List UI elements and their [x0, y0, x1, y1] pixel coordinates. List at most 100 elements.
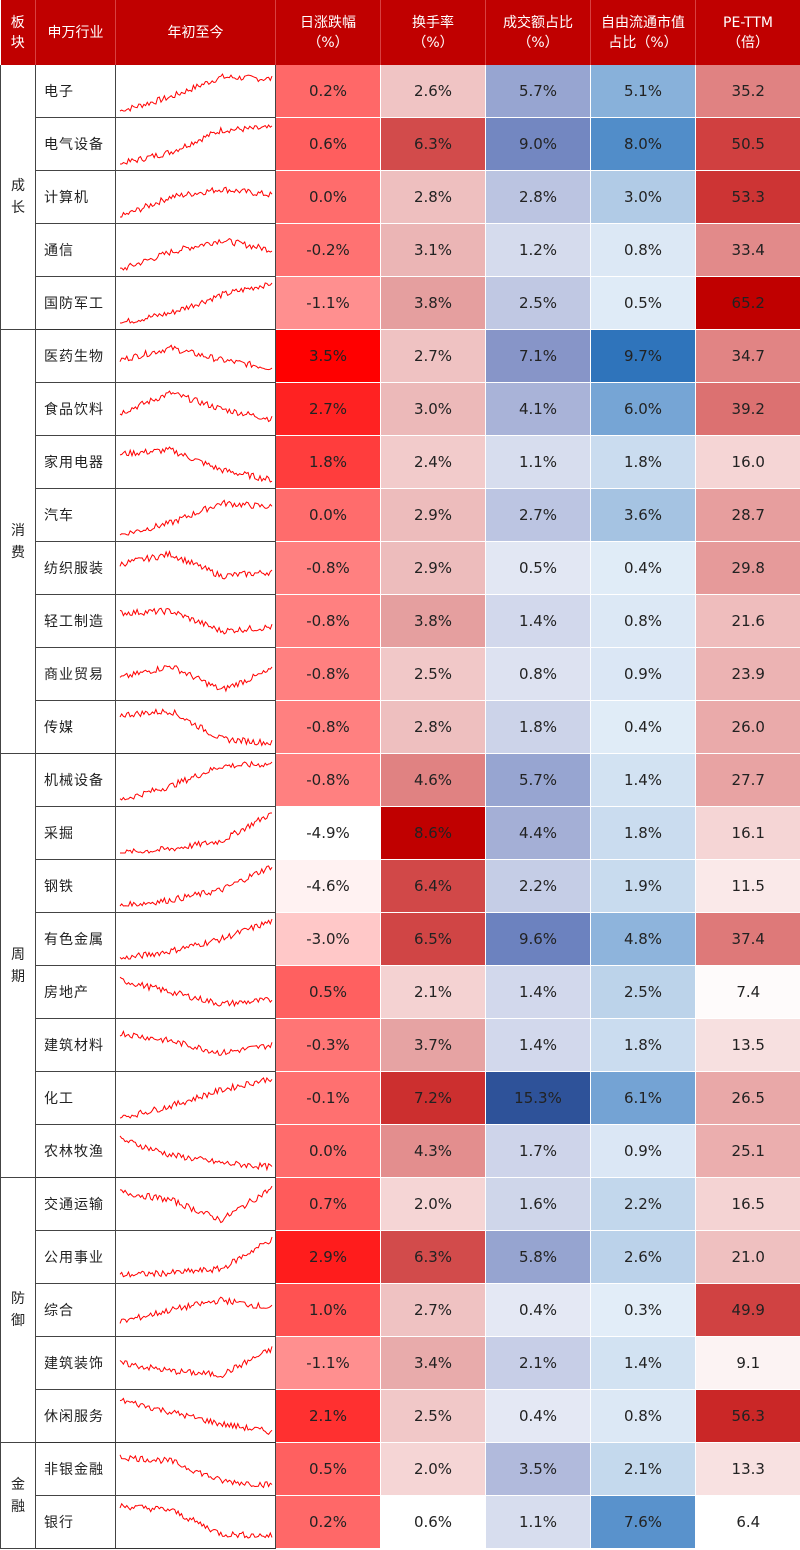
table-row: 建筑材料 -0.3% 3.7% 1.4% 1.8% 13.5	[1, 1018, 800, 1072]
ytd-sparkline	[115, 1124, 276, 1178]
industry-name: 建筑材料	[35, 1018, 116, 1072]
volume-share-cell: 1.1%	[485, 435, 591, 489]
industry-name: 家用电器	[35, 435, 116, 489]
sparkline-line	[119, 1296, 273, 1324]
daily-change-cell: 2.1%	[275, 1389, 381, 1443]
turnover-cell: 3.8%	[380, 276, 486, 330]
industry-name: 国防军工	[35, 276, 116, 330]
pe-ttm-cell: 9.1	[695, 1336, 800, 1390]
daily-change-cell: -0.8%	[275, 700, 381, 754]
sparkline-line	[119, 918, 273, 960]
pe-ttm-cell: 16.0	[695, 435, 800, 489]
ytd-sparkline	[115, 912, 276, 966]
turnover-cell: 6.3%	[380, 1230, 486, 1284]
pe-ttm-cell: 34.7	[695, 329, 800, 383]
float-cap-share-cell: 1.4%	[590, 1336, 696, 1390]
pe-ttm-cell: 16.1	[695, 806, 800, 860]
table-row: 化工 -0.1% 7.2% 15.3% 6.1% 26.5	[1, 1071, 800, 1125]
volume-share-cell: 0.5%	[485, 541, 591, 595]
ytd-sparkline	[115, 1071, 276, 1125]
header-float-cap-share: 自由流通市值 占比（%）	[590, 0, 696, 65]
float-cap-share-cell: 9.7%	[590, 329, 696, 383]
table-row: 综合 1.0% 2.7% 0.4% 0.3% 49.9	[1, 1283, 800, 1337]
daily-change-cell: 0.5%	[275, 1442, 381, 1496]
turnover-cell: 3.4%	[380, 1336, 486, 1390]
sparkline-line	[119, 73, 273, 112]
pe-ttm-cell: 26.5	[695, 1071, 800, 1125]
table-row: 纺织服装 -0.8% 2.9% 0.5% 0.4% 29.8	[1, 541, 800, 595]
sparkline-svg	[119, 865, 273, 908]
sparkline-line	[119, 1346, 273, 1379]
industry-name: 食品饮料	[35, 382, 116, 436]
float-cap-share-cell: 5.1%	[590, 65, 696, 118]
industry-name: 休闲服务	[35, 1389, 116, 1443]
float-cap-share-cell: 0.4%	[590, 700, 696, 754]
float-cap-share-cell: 0.4%	[590, 541, 696, 595]
turnover-cell: 4.3%	[380, 1124, 486, 1178]
pe-ttm-cell: 49.9	[695, 1283, 800, 1337]
ytd-sparkline	[115, 859, 276, 913]
sparkline-svg	[119, 1397, 273, 1435]
volume-share-cell: 15.3%	[485, 1071, 591, 1125]
float-cap-share-cell: 0.8%	[590, 223, 696, 277]
sparkline-svg	[119, 1502, 273, 1539]
industry-name: 医药生物	[35, 329, 116, 383]
turnover-cell: 0.6%	[380, 1495, 486, 1549]
turnover-cell: 2.7%	[380, 1283, 486, 1337]
ytd-sparkline	[115, 65, 276, 118]
daily-change-cell: -4.6%	[275, 859, 381, 913]
turnover-cell: 2.0%	[380, 1177, 486, 1231]
industry-name: 电气设备	[35, 117, 116, 171]
table-row: 建筑装饰 -1.1% 3.4% 2.1% 1.4% 9.1	[1, 1336, 800, 1390]
volume-share-cell: 0.8%	[485, 647, 591, 701]
industry-name: 建筑装饰	[35, 1336, 116, 1390]
turnover-cell: 2.5%	[380, 647, 486, 701]
volume-share-cell: 9.0%	[485, 117, 591, 171]
daily-change-cell: 2.7%	[275, 382, 381, 436]
daily-change-cell: 0.2%	[275, 65, 381, 118]
volume-share-cell: 7.1%	[485, 329, 591, 383]
float-cap-share-cell: 0.3%	[590, 1283, 696, 1337]
sparkline-line	[119, 665, 273, 693]
table-row: 通信 -0.2% 3.1% 1.2% 0.8% 33.4	[1, 223, 800, 277]
daily-change-cell: -1.1%	[275, 276, 381, 330]
table-row: 采掘 -4.9% 8.6% 4.4% 1.8% 16.1	[1, 806, 800, 860]
ytd-sparkline	[115, 117, 276, 171]
table-row: 商业贸易 -0.8% 2.5% 0.8% 0.9% 23.9	[1, 647, 800, 701]
header-ytd: 年初至今	[115, 0, 276, 65]
volume-share-cell: 1.4%	[485, 965, 591, 1019]
daily-change-cell: 0.0%	[275, 170, 381, 224]
table-row: 防御交通运输 0.7% 2.0% 1.6% 2.2% 16.5	[0, 1177, 800, 1443]
ytd-sparkline	[115, 329, 276, 383]
volume-share-cell: 1.7%	[485, 1124, 591, 1178]
daily-change-cell: -3.0%	[275, 912, 381, 966]
pe-ttm-cell: 21.6	[695, 594, 800, 648]
sparkline-line	[119, 1076, 273, 1119]
turnover-cell: 6.3%	[380, 117, 486, 171]
table-row: 成长电子 0.2% 2.6% 5.7% 5.1% 35.2	[0, 65, 800, 330]
table-row: 公用事业 2.9% 6.3% 5.8% 2.6% 21.0	[1, 1230, 800, 1284]
sparkline-line	[119, 1185, 273, 1224]
volume-share-cell: 2.8%	[485, 170, 591, 224]
sparkline-svg	[119, 344, 273, 371]
table-row: 农林牧渔 0.0% 4.3% 1.7% 0.9% 25.1	[1, 1124, 800, 1178]
header-industry: 申万行业	[35, 0, 116, 65]
volume-share-cell: 5.7%	[485, 65, 591, 118]
ytd-sparkline	[115, 1018, 276, 1072]
pe-ttm-cell: 50.5	[695, 117, 800, 171]
sparkline-line	[120, 282, 273, 324]
sparkline-svg	[119, 708, 273, 747]
pe-ttm-cell: 25.1	[695, 1124, 800, 1178]
pe-ttm-cell: 11.5	[695, 859, 800, 913]
volume-share-cell: 2.1%	[485, 1336, 591, 1390]
float-cap-share-cell: 1.4%	[590, 753, 696, 807]
industry-name: 综合	[35, 1283, 116, 1337]
industry-name: 采掘	[35, 806, 116, 860]
pe-ttm-cell: 16.5	[695, 1177, 800, 1231]
volume-share-cell: 1.6%	[485, 1177, 591, 1231]
pe-ttm-cell: 35.2	[695, 65, 800, 118]
sparkline-svg	[120, 237, 273, 271]
industry-name: 电子	[35, 65, 116, 118]
float-cap-share-cell: 0.8%	[590, 1389, 696, 1443]
turnover-cell: 2.1%	[380, 965, 486, 1019]
